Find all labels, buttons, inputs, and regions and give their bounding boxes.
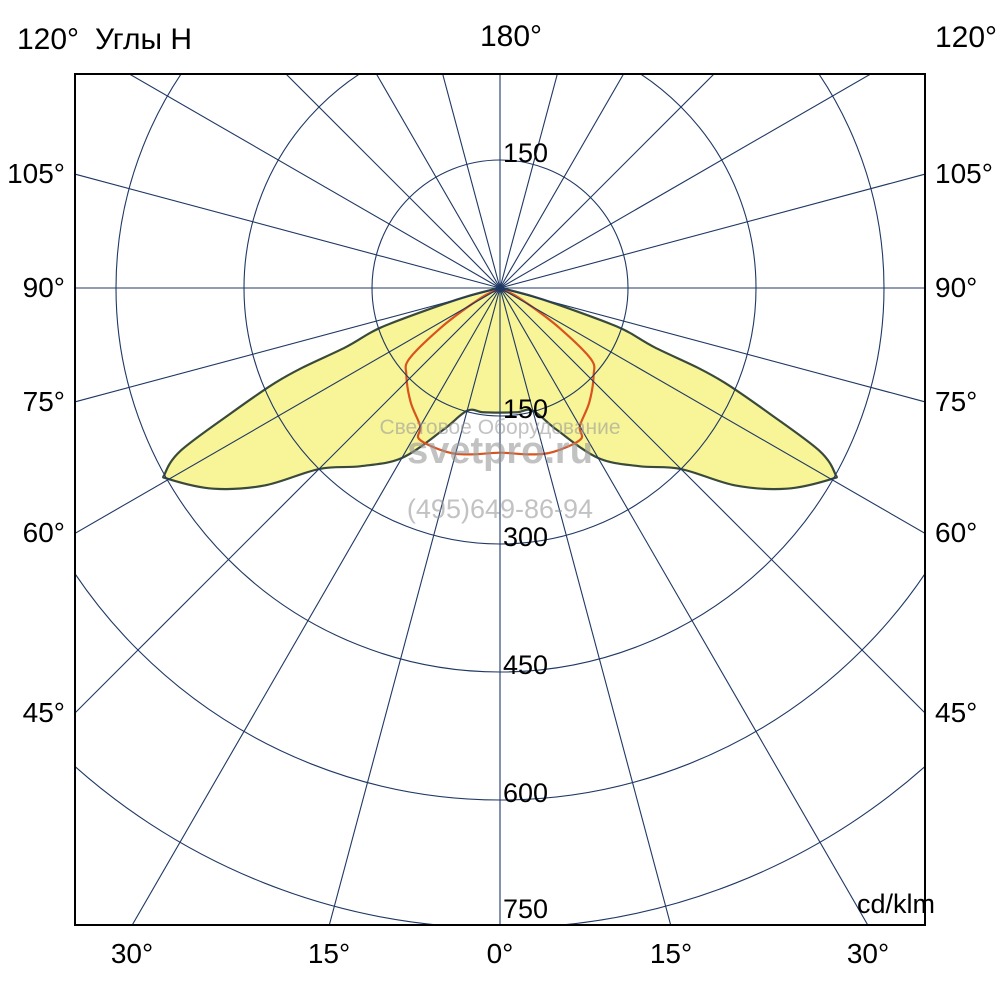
svg-text:45°: 45° bbox=[935, 697, 977, 728]
svg-text:60°: 60° bbox=[935, 517, 977, 548]
svg-text:0°: 0° bbox=[487, 938, 514, 969]
svg-text:15°: 15° bbox=[308, 938, 350, 969]
svg-text:svetpro.ru: svetpro.ru bbox=[407, 430, 593, 472]
svg-text:105°: 105° bbox=[7, 158, 65, 189]
svg-text:Углы Н: Углы Н bbox=[95, 23, 192, 56]
svg-text:60°: 60° bbox=[23, 517, 65, 548]
svg-text:75°: 75° bbox=[935, 386, 977, 417]
svg-text:cd/klm: cd/klm bbox=[857, 889, 935, 919]
svg-text:15°: 15° bbox=[650, 938, 692, 969]
svg-text:30°: 30° bbox=[847, 938, 889, 969]
svg-text:45°: 45° bbox=[23, 697, 65, 728]
svg-text:90°: 90° bbox=[935, 272, 977, 303]
svg-text:750: 750 bbox=[503, 894, 548, 924]
svg-text:75°: 75° bbox=[23, 386, 65, 417]
svg-text:450: 450 bbox=[503, 650, 548, 680]
svg-text:300: 300 bbox=[503, 522, 548, 552]
svg-text:600: 600 bbox=[503, 778, 548, 808]
svg-text:150: 150 bbox=[503, 138, 548, 168]
svg-text:30°: 30° bbox=[111, 938, 153, 969]
svg-text:105°: 105° bbox=[935, 158, 993, 189]
svg-text:120°: 120° bbox=[935, 21, 997, 54]
svg-text:90°: 90° bbox=[23, 272, 65, 303]
svg-text:(495)649-86-94: (495)649-86-94 bbox=[407, 494, 593, 524]
svg-text:120°: 120° bbox=[17, 23, 79, 56]
svg-text:180°: 180° bbox=[480, 20, 542, 53]
